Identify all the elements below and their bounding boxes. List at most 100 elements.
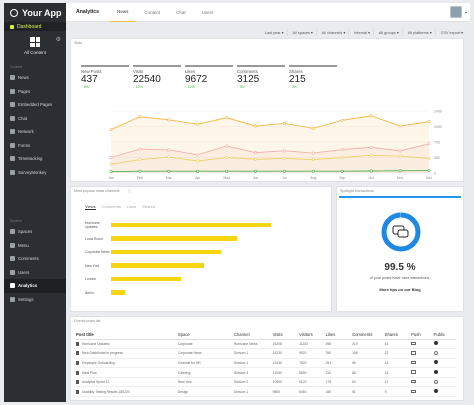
data-point[interactable] bbox=[138, 147, 142, 151]
sidebar-item-settings[interactable]: Settings bbox=[4, 293, 66, 307]
sidebar-item-menu[interactable]: Menu bbox=[4, 239, 66, 253]
column-header-likes[interactable]: Likes bbox=[325, 330, 353, 340]
data-point[interactable] bbox=[340, 118, 344, 122]
gear-icon[interactable]: ⚙ bbox=[55, 37, 61, 43]
data-point[interactable] bbox=[109, 162, 113, 166]
data-point[interactable] bbox=[109, 128, 113, 132]
data-point[interactable] bbox=[340, 148, 344, 152]
sidebar-item-forms[interactable]: Forms bbox=[4, 139, 66, 153]
channels-tab-shares[interactable]: Shares bbox=[142, 204, 155, 209]
data-point[interactable] bbox=[427, 142, 431, 146]
filter-all-platforms[interactable]: All platforms ▾ bbox=[405, 29, 436, 36]
push-icon[interactable] bbox=[411, 370, 417, 374]
sidebar-item-spaces[interactable]: Spaces bbox=[4, 225, 66, 239]
sidebar-item-chat[interactable]: Chat bbox=[4, 112, 66, 126]
push-icon[interactable] bbox=[411, 360, 417, 365]
bar[interactable] bbox=[111, 290, 126, 295]
data-point[interactable] bbox=[311, 158, 315, 162]
table-row[interactable]: Hurricane Updates Corporate Hurricane News… bbox=[76, 339, 456, 350]
tab-users[interactable]: Users bbox=[201, 9, 214, 15]
sidebar-item-embedded-pages[interactable]: Embedded Pages bbox=[4, 98, 66, 112]
data-point[interactable] bbox=[369, 114, 373, 118]
avatar[interactable] bbox=[450, 6, 462, 18]
sidebar-item-surveymonkey[interactable]: SurveyMonkey bbox=[4, 166, 66, 180]
data-point[interactable] bbox=[196, 122, 200, 126]
tab-content[interactable]: Content bbox=[144, 9, 161, 15]
table-row[interactable]: Meal Plan Catering Division 3 11030 6890 210 8… bbox=[76, 367, 456, 378]
sidebar-item-comments[interactable]: Comments bbox=[4, 252, 66, 266]
filter-all-spaces[interactable]: All spaces ▾ bbox=[290, 29, 317, 36]
data-point[interactable] bbox=[340, 156, 344, 160]
sidebar-item-pages[interactable]: Pages bbox=[4, 85, 66, 99]
table-row[interactable]: Usability Testing Results 180220 Design Di… bbox=[76, 386, 456, 398]
column-header-visits[interactable]: Visits bbox=[272, 330, 300, 340]
data-point[interactable] bbox=[282, 156, 286, 160]
bar[interactable] bbox=[111, 276, 182, 282]
table-row[interactable]: Analytics Sprint 12 New York Division 2 105… bbox=[76, 377, 456, 388]
public-icon[interactable] bbox=[433, 370, 438, 375]
data-point[interactable] bbox=[427, 156, 431, 160]
bar[interactable] bbox=[111, 222, 271, 228]
data-point[interactable] bbox=[282, 121, 286, 125]
data-point[interactable] bbox=[196, 159, 200, 163]
chevron-down-icon[interactable]: ▾ bbox=[464, 10, 467, 15]
post-title[interactable]: Analytics Sprint 12 bbox=[82, 380, 110, 385]
filter-last-year[interactable]: Last year ▾ bbox=[262, 29, 288, 36]
data-point[interactable] bbox=[254, 151, 258, 155]
data-point[interactable] bbox=[167, 148, 171, 152]
column-header-space[interactable]: Space bbox=[177, 330, 234, 340]
data-point[interactable] bbox=[167, 169, 171, 173]
data-point[interactable] bbox=[138, 169, 142, 173]
post-title[interactable]: Meal Plan bbox=[82, 370, 97, 375]
data-point[interactable] bbox=[196, 153, 200, 157]
tab-news[interactable]: News bbox=[109, 3, 137, 22]
table-row[interactable]: Employee Onboarding Channel for HR Divisio… bbox=[76, 358, 456, 369]
sidebar-item-timetracking[interactable]: Timetracking bbox=[4, 152, 66, 166]
column-header-comments[interactable]: Comments bbox=[352, 330, 385, 340]
channels-tab-views[interactable]: Views bbox=[85, 204, 96, 210]
data-point[interactable] bbox=[167, 155, 171, 159]
push-icon[interactable] bbox=[411, 389, 417, 394]
data-point[interactable] bbox=[138, 115, 142, 119]
public-icon[interactable] bbox=[433, 360, 438, 365]
data-point[interactable] bbox=[340, 169, 344, 173]
sidebar-item-dashboard[interactable]: Dashboard bbox=[4, 22, 66, 31]
table-row[interactable]: New Dashboard in progress Corporate News D… bbox=[76, 348, 456, 359]
public-icon[interactable] bbox=[433, 350, 438, 355]
push-icon[interactable] bbox=[411, 351, 417, 355]
column-header-push[interactable]: Push bbox=[411, 330, 434, 340]
data-point[interactable] bbox=[196, 169, 200, 173]
bar[interactable] bbox=[111, 249, 222, 255]
post-title[interactable]: Usability Testing Results 180220 bbox=[82, 389, 130, 394]
blog-link[interactable]: More tips on our Blog bbox=[379, 287, 421, 292]
data-point[interactable] bbox=[311, 151, 315, 155]
push-icon[interactable] bbox=[411, 341, 417, 346]
data-point[interactable] bbox=[109, 170, 113, 174]
sidebar-item-users[interactable]: Users bbox=[4, 266, 66, 280]
channels-tab-comments[interactable]: Comments bbox=[101, 204, 121, 209]
data-point[interactable] bbox=[225, 144, 229, 148]
sidebar-item-news[interactable]: News bbox=[4, 71, 66, 85]
data-point[interactable] bbox=[427, 169, 431, 173]
data-point[interactable] bbox=[369, 169, 373, 173]
data-point[interactable] bbox=[369, 153, 373, 157]
data-point[interactable] bbox=[225, 116, 229, 120]
post-title[interactable]: New Dashboard in progress bbox=[82, 351, 123, 356]
data-point[interactable] bbox=[138, 158, 142, 162]
data-point[interactable] bbox=[427, 120, 431, 124]
data-point[interactable] bbox=[254, 169, 258, 173]
data-point[interactable] bbox=[225, 156, 229, 160]
post-title[interactable]: Hurricane Updates bbox=[82, 341, 110, 346]
content-selector[interactable]: ⚙ All Content bbox=[4, 31, 66, 61]
column-header-public[interactable]: Public bbox=[433, 330, 456, 340]
data-point[interactable] bbox=[282, 169, 286, 173]
filter-csv-export[interactable]: CSV export ▾ bbox=[440, 31, 463, 35]
bar[interactable] bbox=[111, 236, 238, 241]
tab-chat[interactable]: Chat bbox=[176, 9, 186, 15]
data-point[interactable] bbox=[109, 156, 113, 160]
data-point[interactable] bbox=[254, 124, 258, 128]
bar[interactable] bbox=[111, 263, 204, 268]
filter-all-channels[interactable]: All channels ▾ bbox=[319, 29, 350, 36]
info-icon[interactable]: ⓘ bbox=[128, 189, 132, 193]
brand[interactable]: Your App bbox=[4, 3, 66, 22]
